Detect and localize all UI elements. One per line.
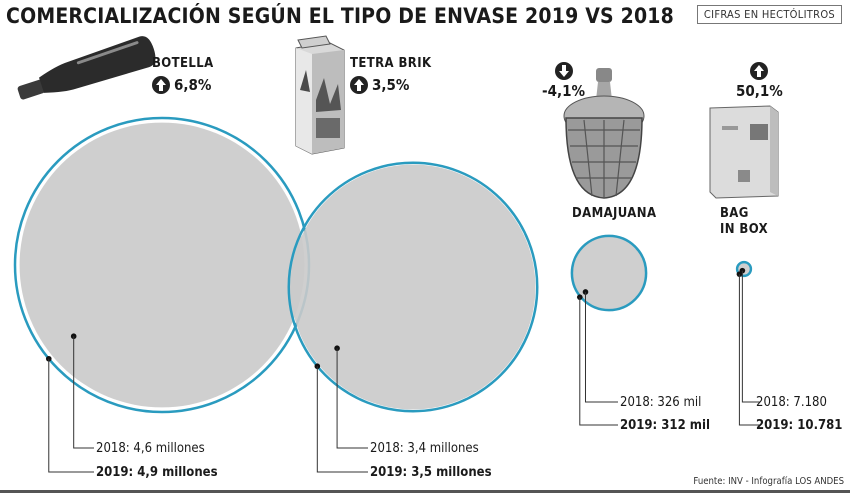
tetra-brik-change: 3,5% — [350, 76, 409, 94]
tetra-brik-2018-bubble — [290, 164, 536, 410]
arrow-up-icon — [152, 76, 170, 94]
damajuana-2019-bubble — [570, 234, 648, 312]
bag-in-box-change: 50,1% — [736, 62, 783, 100]
tetra-brik-2018-leader — [336, 348, 368, 449]
botella-2018-leader — [73, 336, 94, 449]
bag-in-box-label: BAG IN BOX — [720, 206, 768, 238]
arrow-up-icon — [350, 76, 368, 94]
chart-title: COMERCIALIZACIÓN SEGÚN EL TIPO DE ENVASE… — [6, 4, 674, 28]
tetra-brik-change-value: 3,5% — [372, 76, 410, 94]
damajuana-2018-leader — [584, 291, 618, 403]
units-note: CIFRAS EN HECTÓLITROS — [696, 5, 842, 24]
bag-in-box-2018-leader — [741, 270, 760, 403]
bag-in-box-label-line1: BAG — [720, 206, 749, 221]
damajuana-2019-leader — [579, 297, 618, 426]
damajuana-change: -4,1% — [542, 62, 585, 100]
bag-in-box-2019-value: 2019: 10.781 — [756, 418, 843, 433]
bag-in-box-change-value: 50,1% — [736, 82, 783, 100]
damajuana-change-value: -4,1% — [542, 82, 586, 100]
damajuana-2019-value: 2019: 312 mil — [620, 418, 710, 433]
bag-in-box-2018-value: 2018: 7.180 — [756, 395, 827, 410]
tetra-brik-2019-bubble — [287, 161, 539, 413]
botella-2019-leader — [48, 358, 94, 473]
damajuana-2018-bubble — [571, 235, 647, 311]
damajuana-label: DAMAJUANA — [572, 206, 657, 221]
botella-change: 6,8% — [152, 76, 211, 94]
bag-in-box-label-line2: IN BOX — [720, 222, 769, 237]
arrow-up-icon — [750, 62, 769, 80]
tetra-brik-label: TETRA BRIK — [350, 56, 432, 71]
arrow-down-icon — [554, 62, 573, 80]
bag-in-box-icon — [709, 105, 779, 199]
tetra-brik-2018-value: 2018: 3,4 millones — [370, 441, 479, 456]
bag-in-box-2019-leader — [738, 274, 760, 426]
footer-rule — [0, 490, 850, 493]
botella-2018-value: 2018: 4,6 millones — [96, 441, 205, 456]
tetra-brik-2019-leader — [316, 366, 368, 473]
damajuana-2018-value: 2018: 326 mil — [620, 395, 702, 410]
tetra-brik-icon — [295, 35, 345, 155]
botella-2018-bubble — [19, 122, 305, 408]
source-note: Fuente: INV - Infografía LOS ANDES — [693, 476, 844, 487]
wine-bottle-icon — [17, 36, 156, 100]
tetra-brik-2019-value: 2019: 3,5 millones — [370, 465, 492, 480]
bag-in-box-2019-bubble — [735, 260, 753, 278]
botella-2019-value: 2019: 4,9 millones — [96, 465, 218, 480]
botella-change-value: 6,8% — [174, 76, 212, 94]
botella-label: BOTELLA — [152, 56, 214, 71]
demijohn-icon — [563, 68, 645, 199]
